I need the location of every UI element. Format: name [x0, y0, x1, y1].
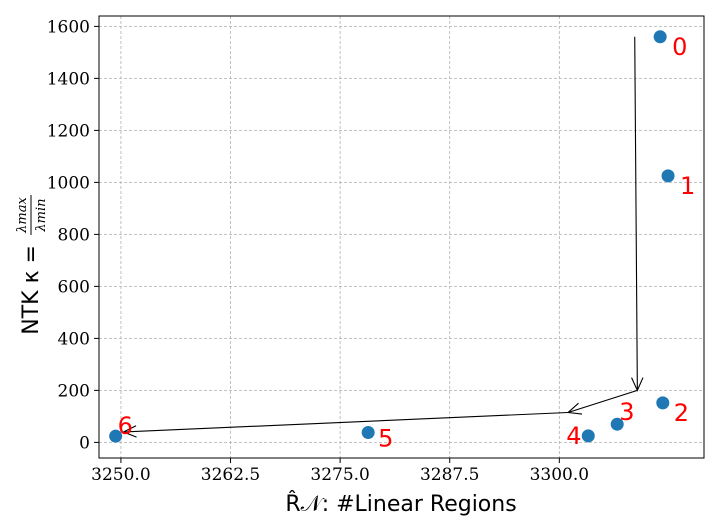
y-axis-label-prefix: NTK κ =	[19, 245, 44, 335]
y-tick-label: 600	[58, 277, 90, 297]
y-tick-label: 1400	[47, 69, 90, 89]
data-point	[581, 429, 595, 443]
point-labels: 0 1 2 3 4 5 6	[118, 33, 696, 453]
arrow-line	[567, 389, 638, 414]
point-label: 6	[118, 412, 133, 440]
x-axis-ticks: 3250.0 3262.5 3275.0 3287.5 3300.0	[91, 458, 589, 485]
x-axis-label: R̂𝒩: #Linear Regions	[285, 491, 516, 517]
y-tick-label: 800	[58, 225, 90, 245]
y-tick-label: 0	[79, 433, 90, 453]
y-axis-label-numerator: λmax	[15, 197, 30, 234]
y-tick-label: 1600	[47, 17, 90, 37]
arrow-path	[122, 36, 644, 438]
point-label: 2	[674, 399, 689, 427]
grid-lines	[99, 16, 704, 458]
y-tick-label: 400	[58, 329, 90, 349]
data-point	[661, 169, 675, 183]
point-label: 0	[672, 33, 687, 61]
point-label: 5	[378, 425, 393, 453]
y-tick-label: 1200	[47, 121, 90, 141]
x-tick-label: 3300.0	[530, 465, 589, 485]
point-label: 1	[680, 172, 695, 200]
x-tick-label: 3262.5	[201, 465, 260, 485]
point-label: 4	[566, 422, 581, 450]
data-point	[109, 429, 123, 443]
x-tick-label: 3250.0	[91, 465, 150, 485]
point-label: 3	[619, 398, 634, 426]
data-point	[656, 396, 670, 410]
plot-frame	[98, 15, 705, 459]
y-axis-ticks: 0 200 400 600 800 1000 1200 1400 1600	[47, 17, 99, 453]
arrow-head	[122, 425, 137, 438]
y-tick-label: 200	[58, 381, 90, 401]
y-tick-label: 1000	[47, 173, 90, 193]
y-axis-label: NTK κ = λmax λmin	[15, 195, 49, 335]
arrow-line	[123, 411, 569, 433]
x-tick-label: 3287.5	[420, 465, 479, 485]
y-axis-label-denominator: λmin	[34, 198, 49, 232]
data-points	[109, 30, 675, 443]
arrow-line	[634, 36, 638, 391]
data-point	[653, 30, 667, 44]
x-tick-label: 3275.0	[310, 465, 369, 485]
data-point	[361, 426, 375, 440]
data-point	[610, 417, 624, 431]
